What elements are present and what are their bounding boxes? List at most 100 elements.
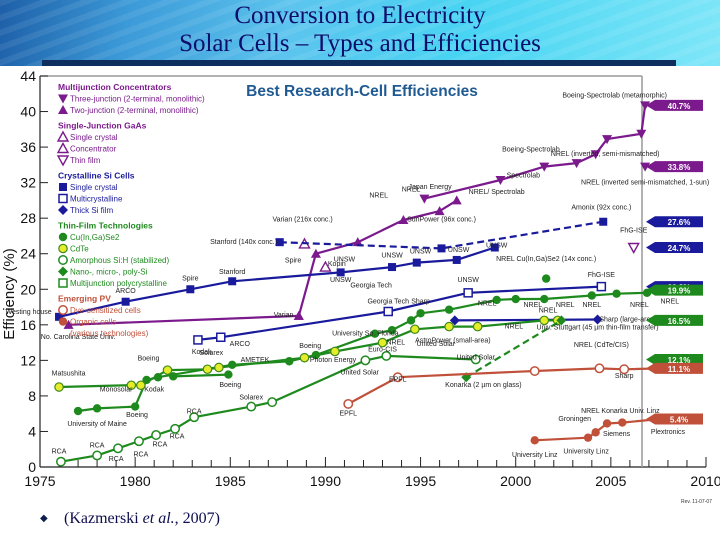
y-tick-label: 32 <box>20 175 36 191</box>
data-point-square <box>452 255 461 264</box>
series-nrel-inverted-semi-mismatched-1-sun <box>640 162 651 172</box>
legend-item: Thin film <box>56 155 101 167</box>
data-point-triangle-down-open <box>56 155 70 167</box>
record-tag: 24.7% <box>646 242 703 254</box>
point-annotation: Spire <box>285 258 301 265</box>
series-three-junction-concentrator <box>419 101 651 204</box>
data-point-circle <box>511 294 520 304</box>
record-tag-label: 11.1% <box>668 365 690 374</box>
point-annotation: Boeing-Spectrolab <box>502 147 560 154</box>
point-annotation: NREL (CdTe/CIS) <box>574 342 629 349</box>
series-line <box>424 105 647 200</box>
data-point-triangle-up <box>434 206 445 216</box>
y-tick-label: 28 <box>20 210 36 226</box>
record-tag: 5.4% <box>646 413 703 425</box>
point-annotation: NREL <box>369 193 388 200</box>
data-point-circle <box>130 402 140 411</box>
data-point-circle-open <box>392 372 403 383</box>
series-gaas-single-crystal-kopin- <box>319 260 332 272</box>
point-annotation: University Linz <box>563 449 609 456</box>
data-point-triangle-down-open <box>627 242 640 254</box>
point-annotation: EPFL <box>389 377 407 384</box>
point-annotation: Plextronics <box>651 429 686 436</box>
point-annotation: Georgia Tech <box>350 282 392 289</box>
point-annotation: NREL (inverted semi-mismatched, 1-sun) <box>581 179 709 186</box>
data-point-circle <box>416 309 425 318</box>
data-point-circle <box>387 325 397 335</box>
series-two-junction-drop-line <box>63 310 304 329</box>
data-point-diamond <box>449 315 460 326</box>
record-tag: 16.5% <box>646 314 703 326</box>
legend-item-label: Cu(In,Ga)Se2 <box>70 233 120 242</box>
legend-item-label: Three-junction (2-terminal, monolithic) <box>70 95 205 104</box>
data-point-circle-open <box>189 412 200 423</box>
data-point-circle-open <box>55 456 66 467</box>
point-annotation: Konarka (2 µm on glass) <box>445 382 521 389</box>
data-point-circle-yellow <box>299 352 310 363</box>
point-annotation: NREL <box>402 187 421 194</box>
data-point-circle-open <box>133 436 144 447</box>
legend-item: Multijunction polycrystalline <box>58 278 167 288</box>
record-tag-arrow <box>646 99 703 111</box>
point-annotation: Groningen <box>558 416 591 423</box>
data-point-circle-open <box>113 443 123 454</box>
y-tick-label: 36 <box>20 139 36 155</box>
data-point-triangle-up <box>352 237 363 247</box>
record-tag-arrow <box>646 284 703 296</box>
point-annotation: UNSW <box>457 277 479 284</box>
data-point-square <box>336 268 345 277</box>
data-point-circle-yellow <box>377 337 388 348</box>
legend-item-label: Thick Si film <box>70 206 113 215</box>
data-point-circle-open <box>381 350 392 361</box>
legend-item: Dye-sensitized cells <box>58 305 141 315</box>
point-annotation: United Solar <box>340 370 379 377</box>
data-point-circle <box>169 372 178 381</box>
revision-note: Rev. 11-07-07 <box>681 499 712 505</box>
legend-item-label: Multicrystalline <box>70 195 123 204</box>
data-point-triangle-down <box>495 175 506 185</box>
data-point-circle <box>612 289 621 298</box>
legend-item-label: Multijunction polycrystalline <box>70 279 167 288</box>
point-annotation: University Linz <box>512 452 558 459</box>
y-tick-label: 40 <box>20 104 36 120</box>
legend-item: Thick Si film <box>58 205 113 215</box>
point-annotation: SunPower (96x conc.) <box>407 217 476 224</box>
data-point-circle <box>583 433 593 442</box>
data-point-circle-yellow <box>330 346 340 357</box>
legend-item-label: Dye-sensitized cells <box>70 306 141 315</box>
data-point-square <box>437 244 446 253</box>
legend-item-label: CdTe <box>70 245 89 254</box>
series-thick-si-film <box>449 314 603 326</box>
record-tag-label: 5.4% <box>670 416 688 425</box>
slide-title-line1: Conversion to Electricity <box>234 2 486 29</box>
data-point-square-open <box>216 332 226 343</box>
x-tick-label: 1990 <box>310 473 341 489</box>
point-annotation: RCA <box>133 451 148 458</box>
point-annotation: FhG-ISE <box>588 272 616 279</box>
data-point-square-open <box>596 281 607 292</box>
point-annotation: RCA <box>109 456 124 463</box>
legend-group-title: Single-Junction GaAs <box>58 121 147 131</box>
series-line <box>279 220 604 250</box>
data-point-circle-open <box>360 355 371 366</box>
data-point-diamond <box>556 315 567 326</box>
series-cdte <box>54 315 563 392</box>
point-annotation: NREL Cu(In,Ga)Se2 (14x conc.) <box>496 256 596 263</box>
series-multicrystalline-si <box>193 281 607 345</box>
series-organic-cells <box>530 414 665 445</box>
legend-item: Single crystal <box>59 183 118 192</box>
point-annotation: NREL <box>539 307 558 314</box>
y-axis-label: Efficiency (%) <box>1 248 18 339</box>
data-point-triangle-down <box>419 194 430 204</box>
data-point-triangle-up <box>398 214 409 224</box>
x-tick-label: 2000 <box>500 473 531 489</box>
legend-group-title: Emerging PV <box>58 294 111 304</box>
data-point-square <box>599 217 608 226</box>
chart-series-group <box>54 101 684 467</box>
point-annotation: Kodak <box>192 349 212 356</box>
data-point-circle <box>444 305 454 314</box>
data-point-circle-open <box>529 366 540 376</box>
series-amorphous-si-h <box>55 350 481 467</box>
y-tick-label: 16 <box>20 317 36 333</box>
data-point-triangle-up-open <box>56 142 70 154</box>
